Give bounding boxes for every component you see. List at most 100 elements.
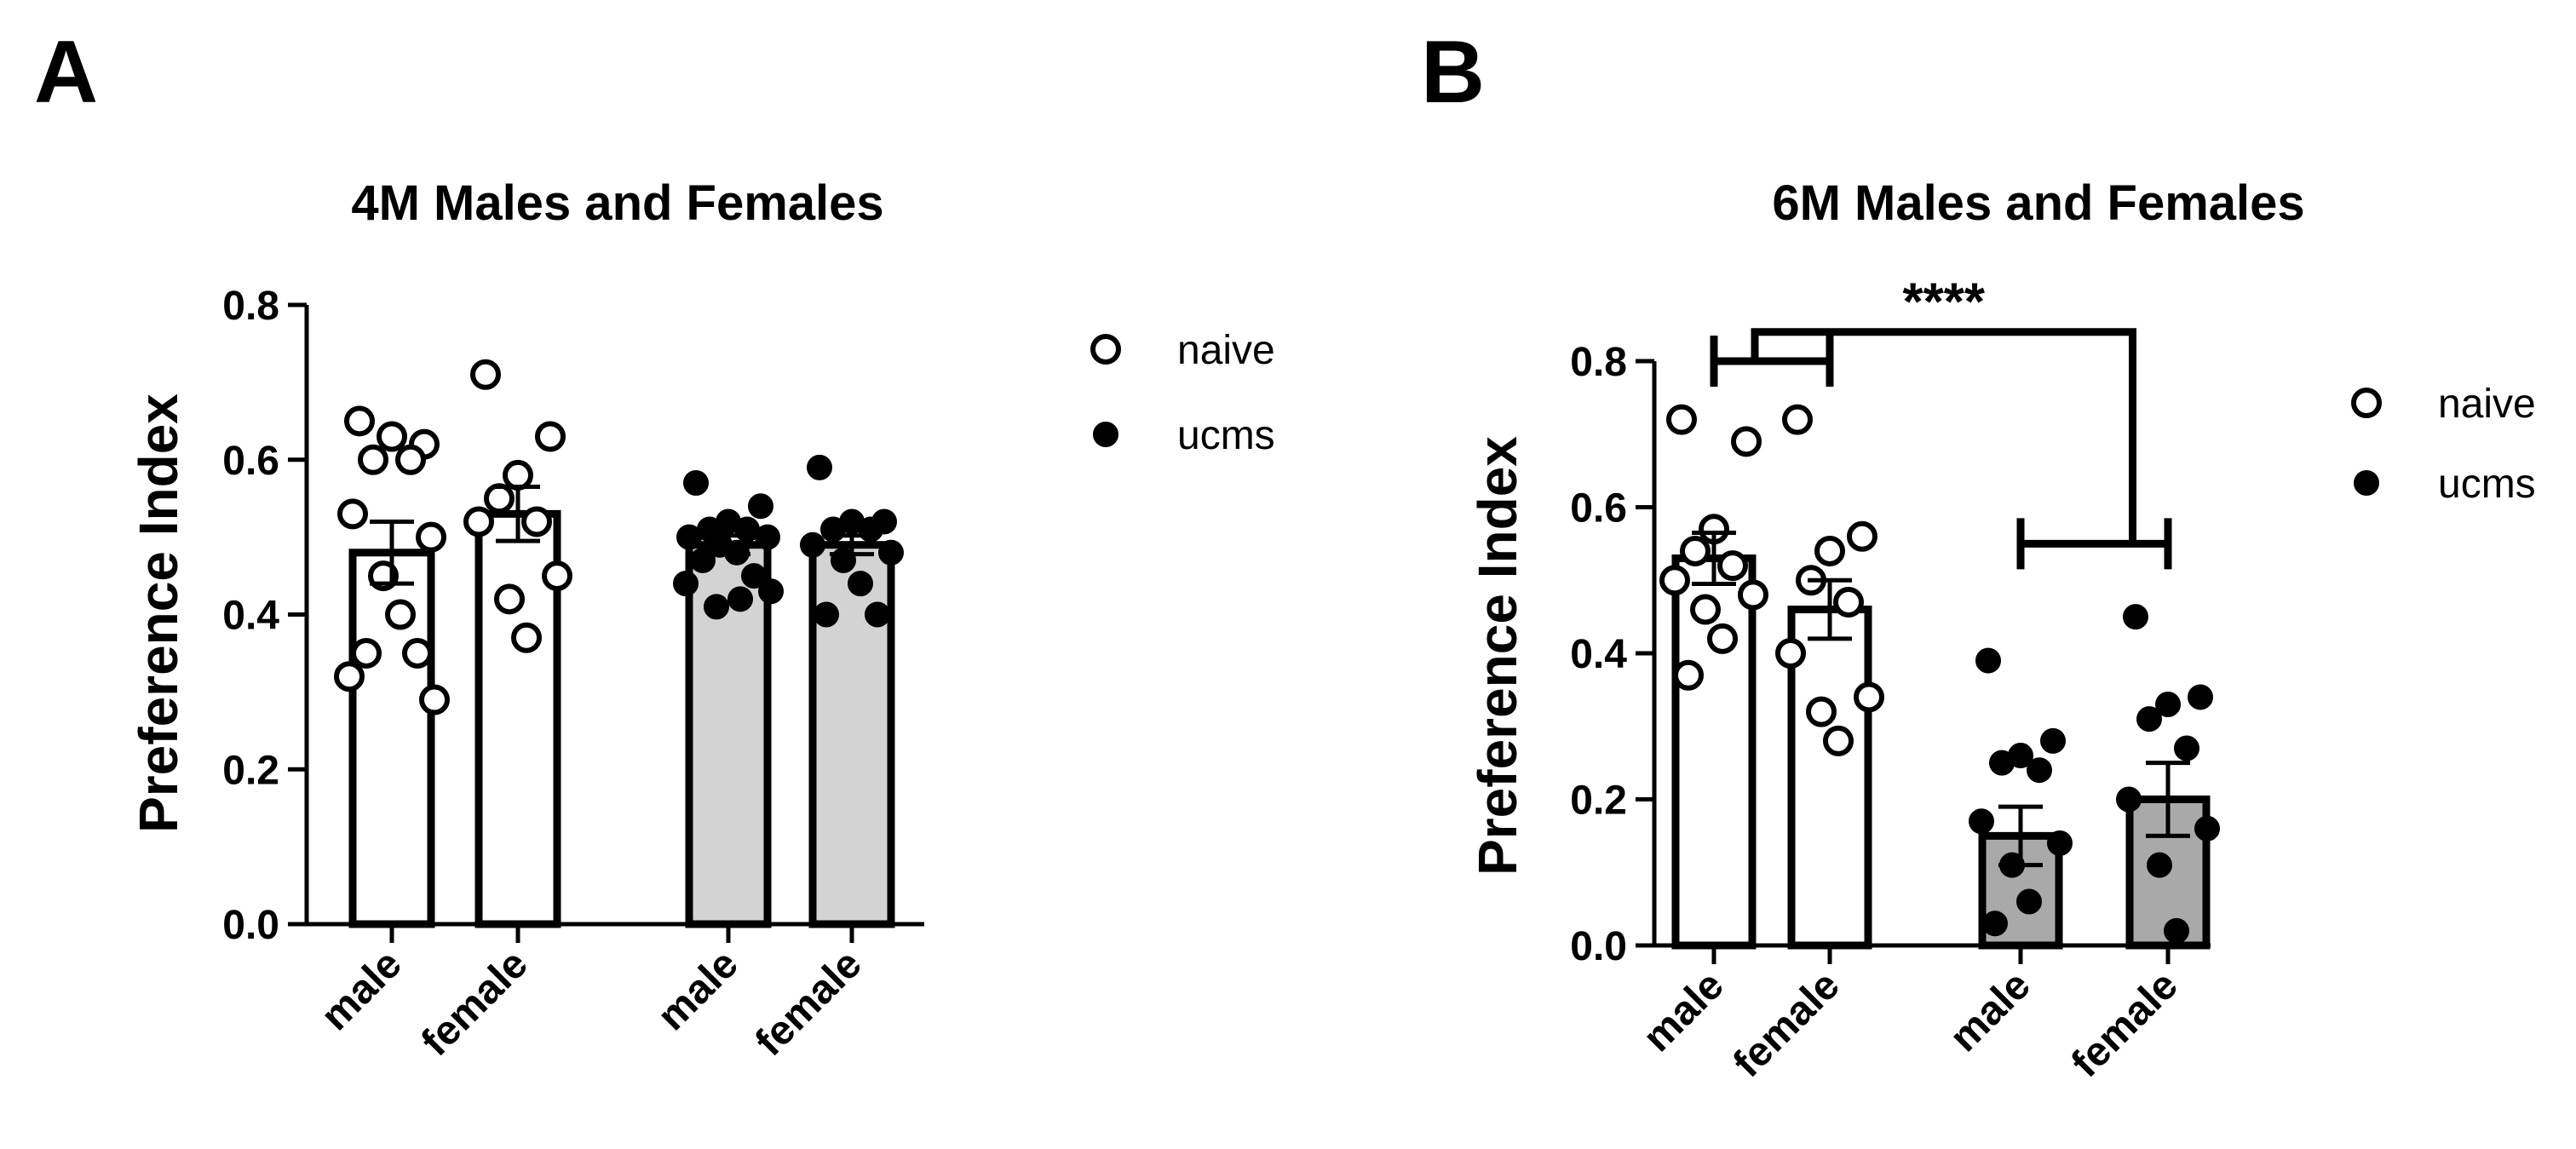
data-point: [676, 524, 702, 550]
y-tick-label: 0.6: [222, 439, 279, 484]
data-point: [542, 560, 572, 592]
y-axis-title: Preference Index: [128, 394, 189, 833]
data-point: [1717, 550, 1748, 582]
y-axis-title: Preference Index: [1467, 436, 1528, 876]
data-point: [2194, 815, 2220, 842]
data-point: [2116, 786, 2142, 813]
data-point: [2164, 917, 2189, 944]
x-category-label: male: [649, 941, 747, 1039]
panel-letter: A: [34, 23, 98, 122]
chart-title: 4M Males and Females: [351, 175, 883, 231]
data-point: [2123, 604, 2148, 630]
data-point: [385, 599, 416, 630]
data-point: [337, 498, 368, 530]
data-point: [741, 563, 767, 589]
data-point: [1673, 659, 1704, 691]
data-point: [1707, 623, 1738, 654]
data-point: [2174, 735, 2199, 761]
panel-b-chart: B 6M Males and Females Preference Index 0.0…: [1421, 23, 2536, 1086]
data-point: [494, 583, 525, 615]
data-point: [377, 421, 407, 452]
data-point: [1975, 647, 2001, 674]
legend-label: naive: [2438, 382, 2536, 427]
data-point: [1854, 681, 1884, 713]
data-point: [1659, 565, 1690, 596]
data-point: [2027, 757, 2052, 784]
data-point: [511, 622, 542, 653]
data-point: [2155, 692, 2181, 718]
data-point: [419, 684, 450, 715]
data-point: [755, 524, 780, 550]
y-tick-label: 0.2: [1570, 778, 1627, 824]
data-point: [416, 521, 446, 553]
y-tick-label: 0.4: [222, 594, 279, 639]
data-point: [484, 483, 515, 514]
data-point: [820, 516, 846, 543]
data-point: [334, 661, 365, 692]
data-point: [2188, 684, 2213, 710]
chart-title: 6M Males and Females: [1772, 175, 2304, 231]
data-point: [1666, 404, 1697, 435]
data-point: [1806, 696, 1837, 727]
data-point: [521, 506, 552, 537]
data-point: [463, 506, 494, 537]
legend-label: naive: [1177, 328, 1275, 373]
data-point: [1982, 911, 2008, 937]
data-point: [800, 531, 825, 558]
legend-marker: [2354, 470, 2379, 496]
data-point: [358, 444, 388, 475]
data-point: [395, 444, 426, 475]
data-point: [807, 454, 832, 480]
data-point: [758, 578, 784, 605]
data-point: [1738, 579, 1768, 611]
data-point: [1731, 426, 1762, 457]
y-tick-label: 0.4: [1570, 632, 1627, 677]
data-point: [503, 459, 533, 491]
x-category-label: male: [1941, 962, 2039, 1060]
data-point: [344, 405, 375, 437]
data-point: [2040, 727, 2066, 754]
data-point: [673, 571, 699, 597]
data-point: [848, 571, 873, 597]
x-category-label: female: [2063, 962, 2187, 1086]
data-point: [2147, 852, 2172, 878]
data-point: [1680, 535, 1711, 566]
y-tick-label: 0.0: [222, 903, 279, 948]
data-point: [865, 601, 890, 628]
data-point: [1989, 750, 2015, 776]
data-point: [1847, 520, 1877, 552]
x-category-label: female: [747, 941, 871, 1065]
data-point: [402, 637, 433, 669]
significance-bracket: [1751, 328, 2136, 544]
y-tick-label: 0.2: [222, 748, 279, 793]
panel-letter: B: [1421, 23, 1485, 122]
x-category-label: male: [1635, 962, 1733, 1060]
legend-marker: [1090, 334, 1121, 365]
data-point: [727, 586, 753, 612]
data-point: [1833, 586, 1864, 618]
data-point: [470, 359, 501, 390]
data-point: [878, 539, 904, 566]
y-tick-label: 0.6: [1570, 486, 1627, 531]
legend-label: ucms: [2438, 462, 2536, 507]
legend-label: ucms: [1177, 413, 1275, 458]
y-tick-label: 0.0: [1570, 924, 1627, 969]
data-point: [1814, 535, 1845, 566]
y-tick-label: 0.8: [222, 284, 279, 329]
data-point: [2016, 888, 2042, 915]
x-category-label: female: [1725, 962, 1849, 1086]
data-point: [2136, 706, 2162, 732]
data-point: [1782, 404, 1813, 435]
x-category-label: female: [413, 941, 537, 1065]
data-point: [748, 493, 773, 520]
panel-a-chart: A 4M Males and Females Preference Index 0.0…: [34, 23, 1275, 1065]
data-point: [858, 516, 883, 543]
data-point: [814, 601, 839, 628]
x-category-label: male: [313, 941, 411, 1039]
data-point: [535, 421, 566, 452]
data-point: [1775, 638, 1806, 669]
significance-label: ****: [1902, 273, 1985, 332]
data-point: [2047, 830, 2073, 856]
bar: [1671, 554, 1757, 950]
